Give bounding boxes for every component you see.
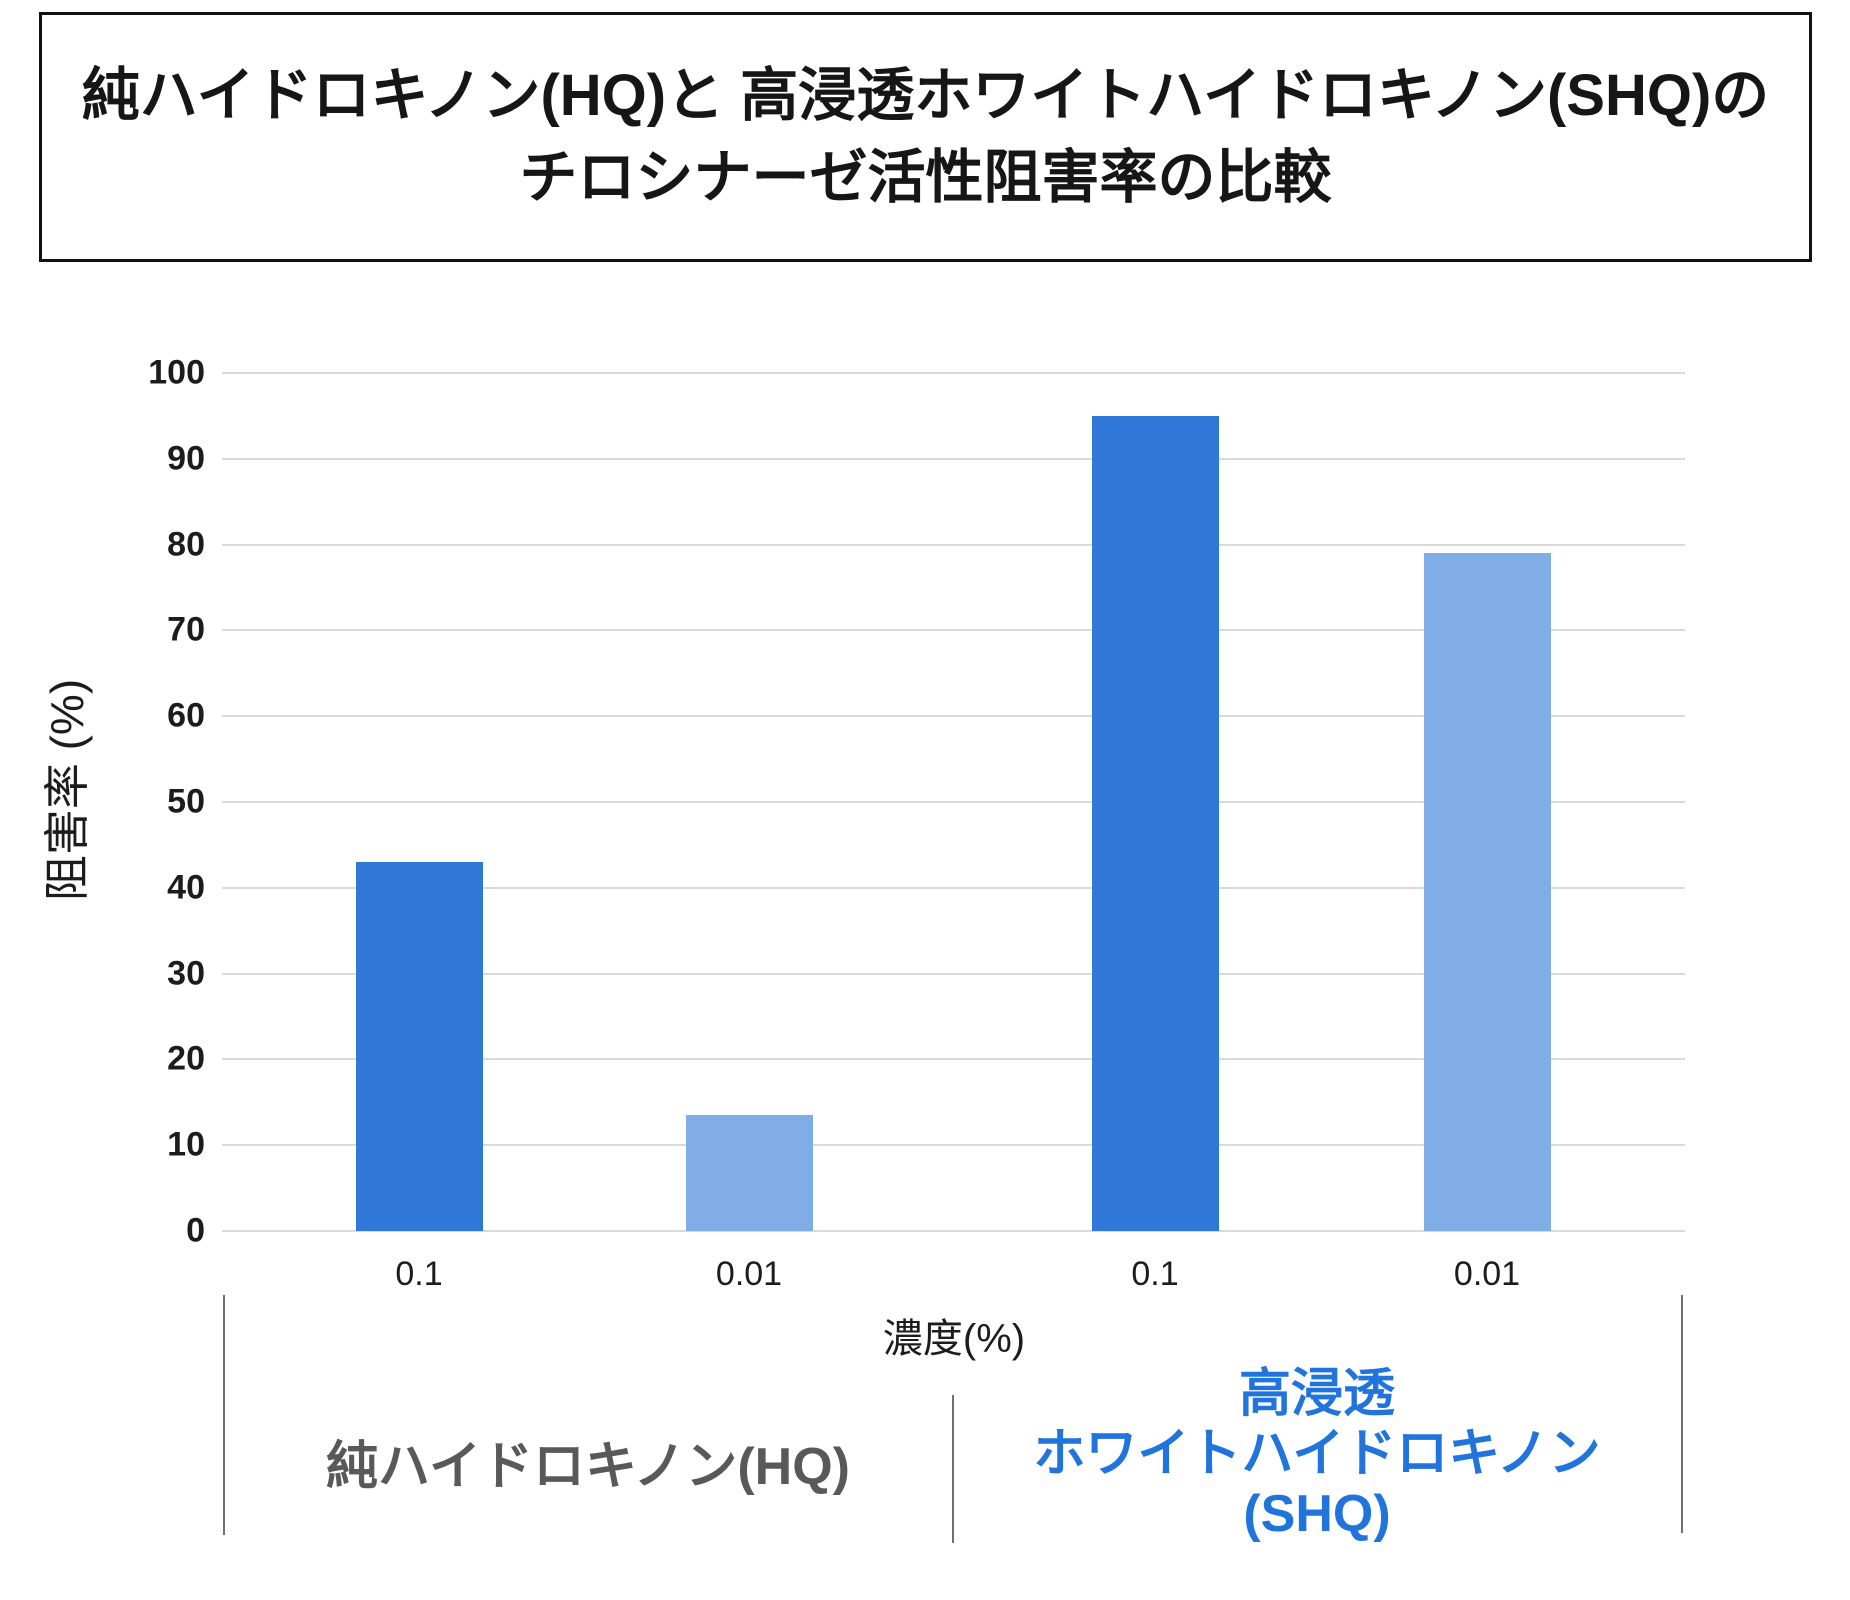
y-tick-label-0: 0 bbox=[186, 1211, 205, 1250]
y-tick-label-70: 70 bbox=[167, 610, 205, 649]
y-tick-label-40: 40 bbox=[167, 868, 205, 907]
x-tick-label-2: 0.01 bbox=[715, 1255, 783, 1293]
x-tick-label-4: 0.01 bbox=[1453, 1255, 1521, 1293]
x-tick-label-3: 0.1 bbox=[1131, 1255, 1179, 1293]
gridline-y90 bbox=[222, 457, 1685, 460]
chart-title-box: 純ハイドロキノン(HQ)と 高浸透ホワイトハイドロキノン(SHQ)の チロシナー… bbox=[39, 12, 1812, 262]
group-separator-left bbox=[223, 1295, 225, 1535]
x-tick-label-1: 0.1 bbox=[395, 1255, 443, 1293]
y-tick-label-60: 60 bbox=[167, 696, 205, 735]
group-label-shq-line-1: 高浸透 bbox=[1238, 1365, 1396, 1423]
gridline-y0 bbox=[222, 1230, 1685, 1232]
gridline-y40 bbox=[222, 886, 1685, 889]
gridline-y10 bbox=[222, 1144, 1685, 1147]
chart-title-line-2: チロシナーゼ活性阻害率の比較 bbox=[519, 145, 1332, 210]
bar-2-light bbox=[685, 1115, 813, 1231]
y-tick-label-10: 10 bbox=[167, 1125, 205, 1164]
bar-4-light bbox=[1423, 553, 1551, 1231]
bar-1-dark bbox=[355, 862, 483, 1231]
chart-title-line-1: 純ハイドロキノン(HQ)と 高浸透ホワイトハイドロキノン(SHQ)の bbox=[81, 63, 1770, 129]
y-tick-label-100: 100 bbox=[148, 353, 205, 392]
group-separator-right bbox=[1681, 1295, 1683, 1533]
y-tick-label-90: 90 bbox=[167, 439, 205, 478]
gridline-y70 bbox=[222, 629, 1685, 632]
group-label-shq-line-2: ホワイトハイドロキノン bbox=[1033, 1425, 1601, 1483]
group-label-hq: 純ハイドロキノン(HQ) bbox=[326, 1438, 850, 1496]
y-tick-label-30: 30 bbox=[167, 954, 205, 993]
bar-3-dark bbox=[1091, 415, 1219, 1231]
gridline-y100 bbox=[222, 372, 1685, 374]
group-label-shq: 高浸透 ホワイトハイドロキノン (SHQ) bbox=[1033, 1364, 1600, 1544]
gridline-y30 bbox=[222, 972, 1685, 975]
gridline-y80 bbox=[222, 543, 1685, 546]
y-tick-label-80: 80 bbox=[167, 525, 205, 564]
x-axis-title: 濃度(%) bbox=[882, 1317, 1026, 1361]
group-label-shq-line-3: (SHQ) bbox=[1243, 1485, 1391, 1543]
gridline-y20 bbox=[222, 1058, 1685, 1061]
y-tick-label-50: 50 bbox=[167, 782, 205, 821]
gridline-y50 bbox=[222, 801, 1685, 803]
gridline-y60 bbox=[222, 715, 1685, 718]
group-separator-middle bbox=[952, 1395, 954, 1543]
y-tick-label-20: 20 bbox=[167, 1039, 205, 1078]
